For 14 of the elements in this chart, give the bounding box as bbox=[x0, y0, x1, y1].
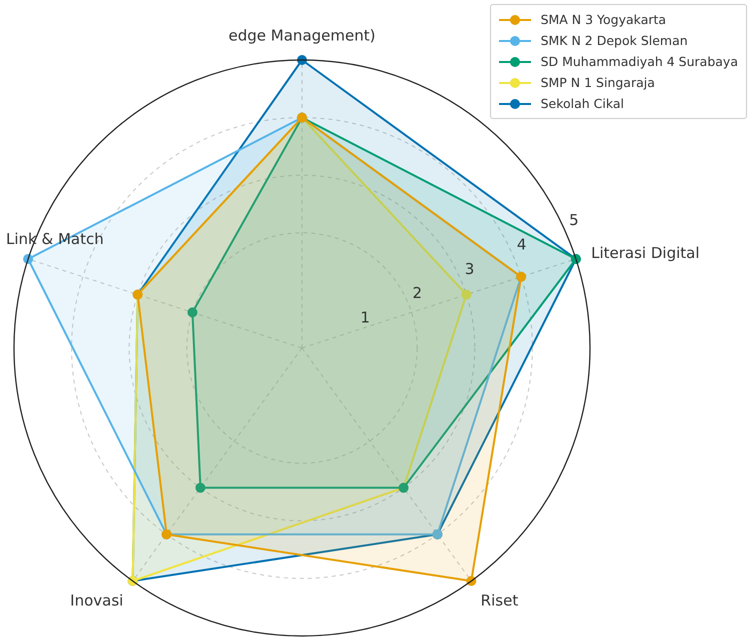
y-tick-label: 5 bbox=[569, 211, 579, 230]
spoke-label: Riset bbox=[480, 591, 518, 610]
legend-label: SMA N 3 Yogyakarta bbox=[540, 12, 666, 27]
y-tick-label: 3 bbox=[464, 260, 474, 278]
legend-label: SMP N 1 Singaraja bbox=[540, 75, 655, 90]
y-tick-label: 4 bbox=[516, 235, 526, 254]
y-tick-label: 1 bbox=[360, 308, 370, 326]
legend-label: SMK N 2 Depok Sleman bbox=[540, 33, 688, 48]
y-tick-label: 2 bbox=[412, 284, 422, 302]
spoke-label: Inovasi bbox=[70, 591, 124, 610]
spoke-label: edge Management) bbox=[228, 26, 376, 44]
legend-label: SD Muhammadiyah 4 Surabaya bbox=[540, 54, 738, 69]
legend-label: Sekolah Cikal bbox=[540, 96, 624, 111]
spoke-label: Literasi Digital bbox=[591, 244, 700, 262]
